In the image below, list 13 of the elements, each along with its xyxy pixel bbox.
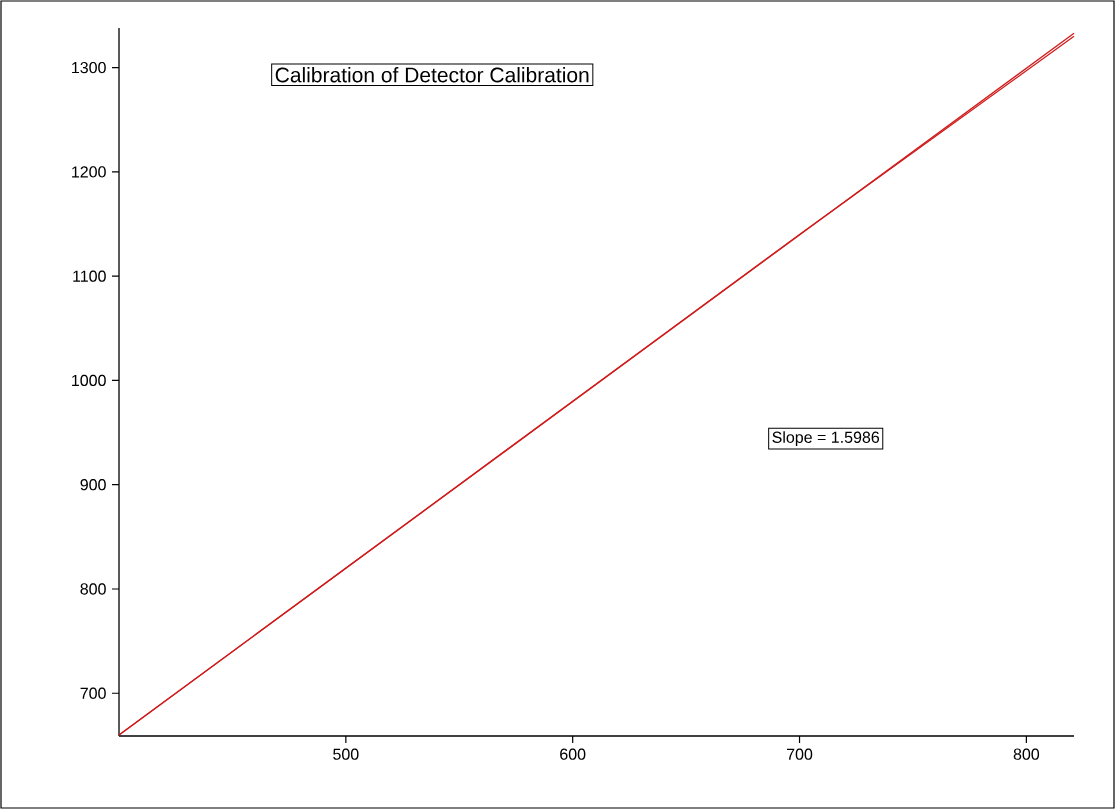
x-tick-label: 800: [1013, 748, 1040, 760]
x-tick-label: 500: [333, 748, 359, 760]
y-tick-label: 700: [80, 687, 106, 699]
y-tick-label: 1300: [72, 61, 106, 74]
x-tick-label: 700: [787, 748, 813, 760]
y-tick-label: 1000: [72, 374, 106, 387]
text: Calibration of Detector Calibration: [275, 67, 589, 83]
y-tick-label: 800: [80, 583, 106, 595]
annotation: Slope = 1.5986: [772, 431, 880, 447]
y-tick-label: 1200: [72, 166, 106, 178]
y-tick-label: 900: [80, 479, 106, 491]
x-tick-label: 600: [560, 748, 586, 760]
y-tick-label: 1100: [73, 270, 106, 282]
